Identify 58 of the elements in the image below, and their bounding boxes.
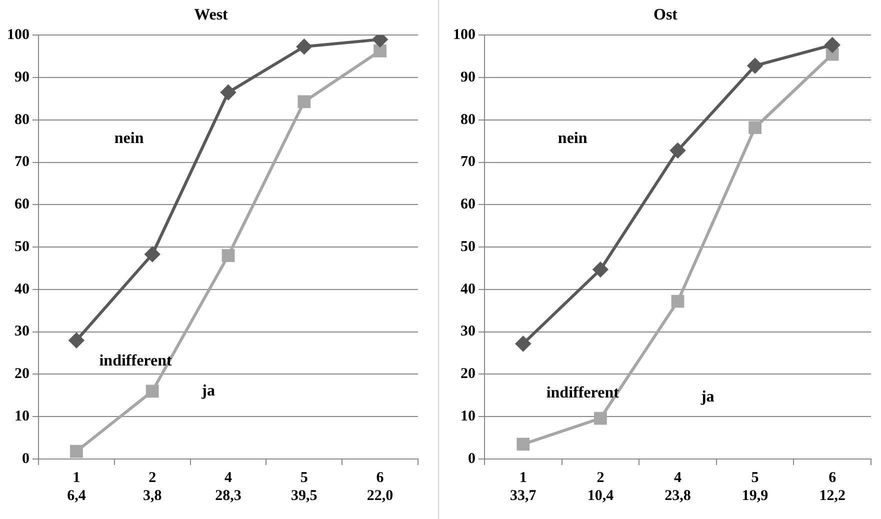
point: [516, 336, 531, 352]
y-tick-label: 0: [468, 450, 476, 467]
x-tick-label: 4 23,8: [664, 470, 691, 504]
y-tick-label: 20: [460, 366, 476, 382]
y-tick-label: 30: [14, 324, 30, 340]
y-tick-label: 10: [460, 408, 476, 424]
x-tick-label: 5 19,9: [742, 470, 768, 504]
point: [374, 44, 386, 58]
y-tick-label: 60: [14, 196, 30, 213]
y-tick-label: 100: [7, 27, 30, 44]
annotation: indifferent: [546, 384, 620, 402]
annotation: indifferent: [99, 352, 172, 370]
point: [670, 142, 686, 158]
point: [671, 294, 684, 308]
annotation: ja: [200, 382, 216, 400]
y-tick-label: 20: [14, 366, 30, 382]
point: [298, 95, 311, 108]
x-tick-label: 1 6,4: [67, 470, 86, 504]
point: [70, 444, 83, 458]
x-tick-label: 6 12,2: [819, 470, 846, 504]
x-tick-label: 2 3,8: [142, 470, 162, 504]
annotation: nein: [114, 130, 144, 148]
y-tick-label: 40: [14, 281, 30, 298]
annotation: nein: [558, 130, 588, 148]
x-tick-label: 5 39,5: [291, 470, 318, 504]
point: [592, 262, 608, 278]
y-tick-label: 80: [14, 112, 30, 128]
x-tick-label: 4 28,3: [215, 470, 242, 504]
y-tick-label: 70: [14, 154, 30, 170]
chart-title: Ost: [654, 6, 678, 24]
chart-title: West: [194, 6, 229, 24]
point: [748, 58, 763, 74]
point: [222, 249, 235, 262]
y-tick-label: 30: [460, 324, 476, 340]
point: [748, 121, 762, 134]
y-tick-label: 10: [14, 408, 30, 424]
y-tick-label: 80: [460, 112, 476, 128]
x-tick-label: 6 22,0: [366, 470, 394, 504]
y-tick-label: 60: [460, 196, 476, 213]
point: [516, 438, 530, 451]
annotation: ja: [700, 388, 714, 406]
y-tick-label: 0: [22, 450, 30, 467]
point: [824, 37, 840, 52]
y-tick-label: 40: [460, 281, 476, 298]
y-tick-label: 50: [460, 238, 476, 255]
y-tick-label: 90: [14, 69, 30, 86]
point: [144, 246, 160, 262]
y-tick-label: 70: [460, 154, 476, 170]
x-tick-label: 2 10,4: [587, 470, 614, 504]
point: [296, 39, 312, 54]
point: [220, 84, 236, 100]
y-tick-label: 50: [14, 238, 30, 255]
point: [68, 332, 84, 348]
point: [146, 384, 159, 398]
y-tick-label: 100: [453, 27, 476, 44]
x-tick-label: 1 33,7: [510, 470, 537, 504]
point: [594, 412, 607, 425]
y-tick-label: 90: [460, 69, 476, 86]
